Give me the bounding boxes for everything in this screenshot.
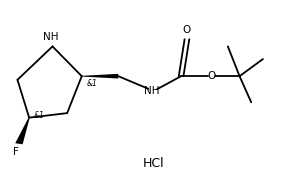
Text: HCl: HCl [142,157,164,170]
Text: O: O [208,71,216,81]
Polygon shape [15,117,30,144]
Polygon shape [82,74,118,79]
Text: &1: &1 [87,79,98,88]
Text: NH: NH [144,87,160,96]
Text: O: O [183,25,191,35]
Text: &1: &1 [34,111,45,120]
Text: F: F [13,147,19,157]
Text: NH: NH [43,31,59,42]
